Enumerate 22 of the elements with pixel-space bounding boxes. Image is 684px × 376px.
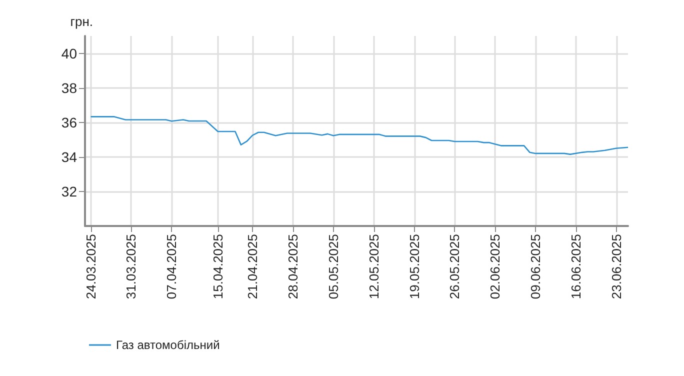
x-tick-label: 05.05.2025: [326, 234, 341, 300]
y-axis-title: грн.: [70, 14, 93, 29]
x-tick-label: 19.05.2025: [406, 234, 422, 300]
x-tick-label: 31.03.2025: [124, 234, 139, 300]
x-tick-label: 21.04.2025: [245, 234, 260, 300]
x-tick-label: 07.04.2025: [164, 234, 180, 300]
x-tick-label: 28.04.2025: [285, 234, 300, 300]
x-tick-label: 24.03.2025: [83, 234, 98, 300]
line-series: [90, 116, 629, 155]
y-tick-label: 32: [61, 183, 78, 200]
x-tick-label: 12.05.2025: [366, 234, 382, 300]
y-tick-label: 36: [61, 114, 78, 130]
x-tick-label: 23.06.2025: [608, 234, 624, 300]
x-tick-label: 02.06.2025: [488, 234, 503, 300]
x-tick-label: 16.06.2025: [568, 234, 584, 300]
x-tick-label: 09.06.2025: [528, 234, 544, 300]
y-tick-label: 38: [61, 80, 78, 96]
y-tick-label: 34: [61, 148, 78, 165]
x-tick-label: 15.04.2025: [210, 234, 226, 300]
legend-label: Газ автомобільний: [116, 338, 220, 352]
y-tick-label: 40: [61, 45, 78, 62]
x-tick-label: 26.05.2025: [447, 234, 462, 300]
